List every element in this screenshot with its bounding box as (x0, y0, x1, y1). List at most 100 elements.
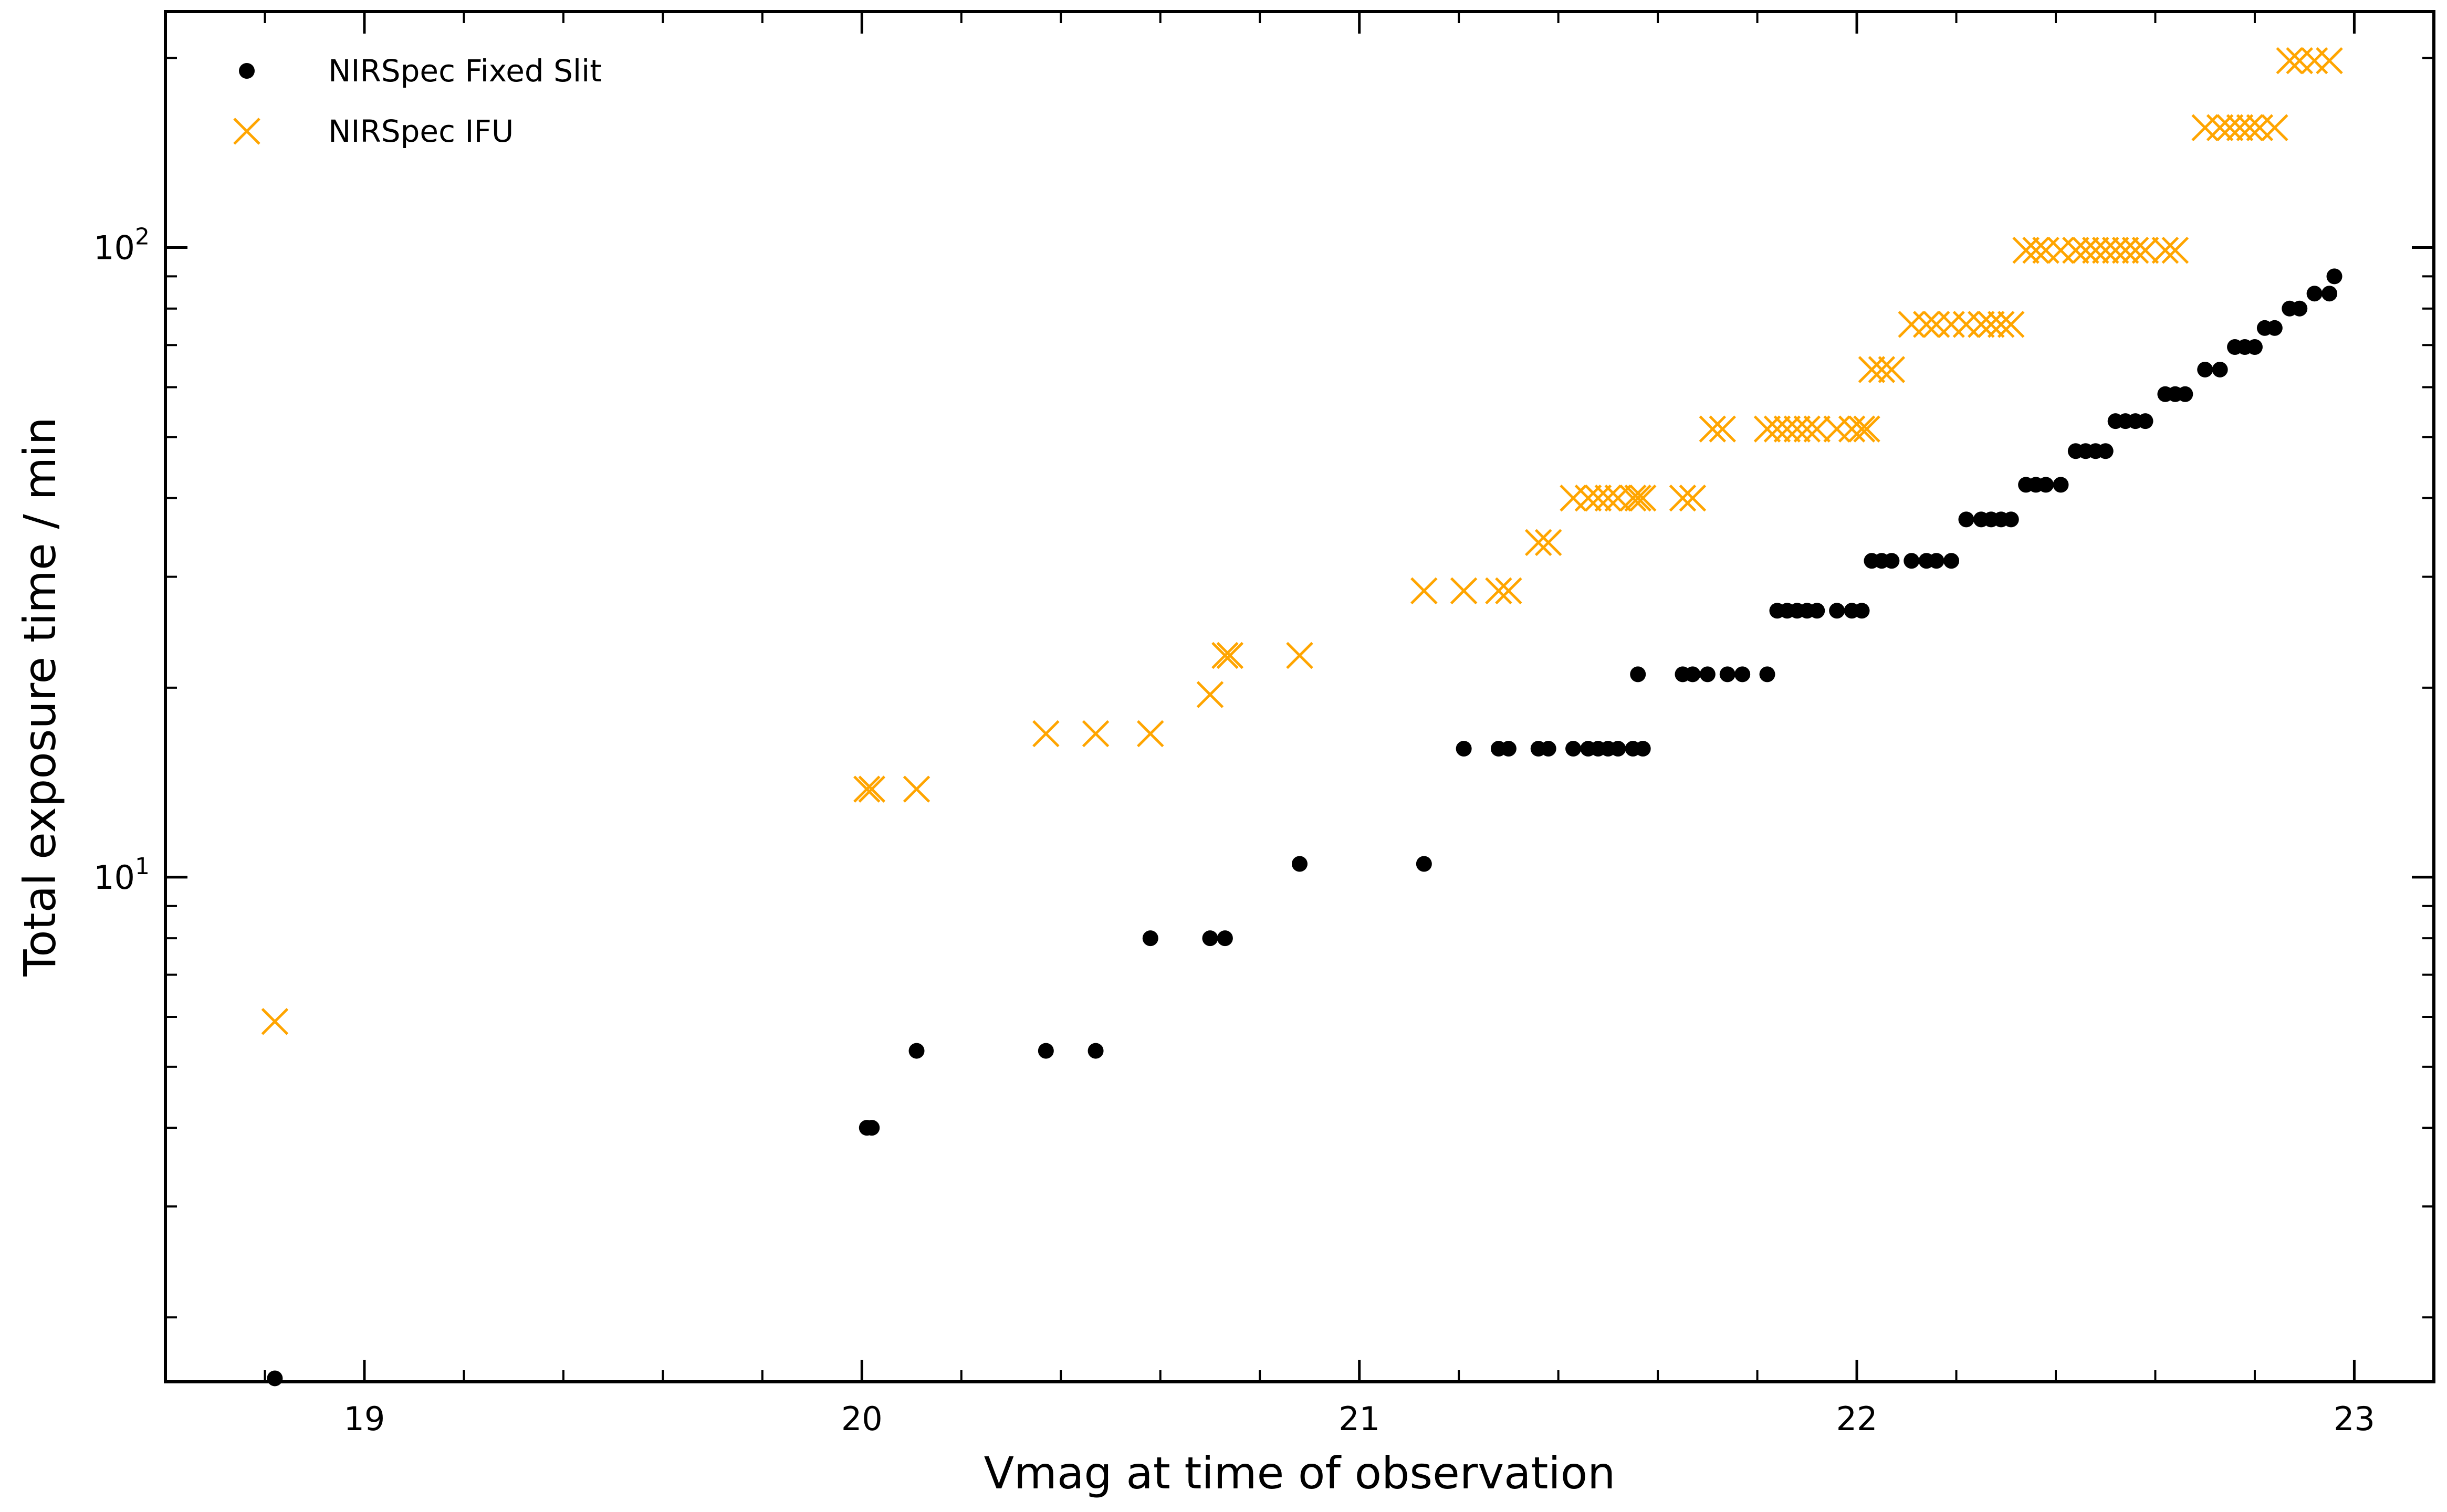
data-point-fixed-slit (2212, 361, 2228, 377)
data-point-ifu (2101, 236, 2129, 264)
x-tick-label: 22 (1836, 1400, 1878, 1438)
data-point-ifu (1898, 311, 1926, 338)
data-point-ifu (2236, 114, 2264, 141)
data-point-ifu (1793, 415, 1821, 443)
data-point-ifu (2022, 236, 2049, 264)
data-point-ifu (1604, 484, 1632, 512)
data-point-fixed-slit (1719, 666, 1735, 682)
data-point-fixed-slit (1884, 553, 1900, 569)
data-point-fixed-slit (1038, 1043, 1054, 1059)
data-point-fixed-slit (908, 1043, 925, 1059)
x-tick-label: 23 (2334, 1400, 2375, 1438)
data-point-fixed-slit (1217, 930, 1233, 947)
legend-label-fixed-slit: NIRSpec Fixed Slit (328, 53, 602, 89)
legend-x-mark (233, 118, 260, 145)
data-point-fixed-slit (2292, 300, 2308, 317)
x-tick-label: 21 (1338, 1400, 1380, 1438)
x-tick-label: 20 (841, 1400, 883, 1438)
data-point-fixed-slit (2177, 386, 2193, 402)
data-point-ifu (1952, 311, 1980, 338)
data-point-ifu (2047, 236, 2075, 264)
data-point-ifu (1753, 415, 1781, 443)
data-point-fixed-slit (1699, 666, 1716, 682)
data-point-ifu (1838, 415, 1866, 443)
data-point-ifu (1629, 484, 1657, 512)
plot-frame (164, 10, 2435, 1383)
data-point-ifu (1450, 577, 1478, 605)
y-tick-label: 102 (93, 223, 150, 267)
data-point-ifu (1773, 415, 1801, 443)
legend-label-ifu: NIRSpec IFU (328, 113, 514, 149)
data-point-fixed-slit (1685, 666, 1701, 682)
data-point-fixed-slit (1202, 930, 1218, 947)
data-point-ifu (2072, 236, 2099, 264)
data-point-ifu (1495, 577, 1522, 605)
series-ifu (261, 47, 2343, 1035)
data-point-ifu (1584, 484, 1612, 512)
data-point-ifu (1410, 577, 1438, 605)
data-point-ifu (2082, 236, 2109, 264)
data-point-ifu (2191, 114, 2219, 141)
data-point-ifu (2261, 114, 2288, 141)
data-point-ifu (1485, 577, 1512, 605)
data-point-ifu (1878, 356, 1906, 383)
data-point-ifu (1082, 720, 1110, 748)
data-point-ifu (1922, 311, 1950, 338)
data-point-fixed-slit (1500, 741, 1517, 757)
data-point-fixed-slit (1854, 603, 1870, 619)
data-point-fixed-slit (2326, 268, 2343, 285)
data-point-fixed-slit (1416, 856, 1432, 872)
data-point-fixed-slit (1142, 930, 1158, 947)
data-point-ifu (1997, 311, 2025, 338)
data-point-ifu (2131, 236, 2159, 264)
data-point-ifu (2300, 47, 2328, 75)
data-point-ifu (1137, 720, 1164, 748)
data-point-ifu (2062, 236, 2089, 264)
data-point-fixed-slit (1610, 741, 1626, 757)
y-tick-labels: 101 102 (93, 223, 150, 896)
data-point-ifu (1286, 642, 1313, 669)
data-point-ifu (1524, 529, 1552, 556)
data-point-fixed-slit (1456, 741, 1472, 757)
data-point-ifu (1848, 415, 1876, 443)
data-point-ifu (1988, 311, 2015, 338)
data-point-ifu (1968, 311, 1995, 338)
data-point-ifu (1594, 484, 1622, 512)
data-point-ifu (2161, 236, 2189, 264)
data-point-ifu (261, 1007, 289, 1035)
data-point-fixed-slit (1958, 511, 1974, 528)
data-point-fixed-slit (2306, 286, 2323, 302)
data-point-ifu (1938, 311, 1965, 338)
legend: NIRSpec Fixed Slit NIRSpec IFU (233, 53, 602, 149)
data-point-ifu (2246, 114, 2274, 141)
data-point-ifu (1624, 484, 1651, 512)
data-point-ifu (1534, 529, 1562, 556)
data-point-fixed-slit (1904, 553, 1920, 569)
data-point-ifu (2092, 236, 2119, 264)
data-point-ifu (1868, 356, 1896, 383)
data-point-ifu (1709, 415, 1737, 443)
data-point-ifu (1823, 415, 1850, 443)
data-point-ifu (1783, 415, 1811, 443)
data-point-fixed-slit (2246, 339, 2263, 355)
x-tick-label: 19 (343, 1400, 385, 1438)
data-point-fixed-slit (1292, 856, 1308, 872)
data-point-ifu (1196, 681, 1224, 708)
data-point-ifu (1032, 720, 1060, 748)
data-point-fixed-slit (1759, 666, 1775, 682)
y-axis-title: Total exposure time / min (14, 417, 66, 976)
data-point-fixed-slit (2097, 443, 2114, 459)
data-point-fixed-slit (1928, 553, 1944, 569)
data-point-fixed-slit (267, 1370, 283, 1387)
data-point-ifu (2032, 236, 2059, 264)
data-point-fixed-slit (1630, 666, 1646, 682)
data-point-ifu (1679, 484, 1707, 512)
series-fixed-slit (267, 268, 2343, 1387)
data-point-ifu (1763, 415, 1791, 443)
data-point-ifu (1669, 484, 1697, 512)
data-point-fixed-slit (1540, 741, 1556, 757)
data-point-ifu (1560, 484, 1587, 512)
data-point-fixed-slit (1565, 741, 1582, 757)
